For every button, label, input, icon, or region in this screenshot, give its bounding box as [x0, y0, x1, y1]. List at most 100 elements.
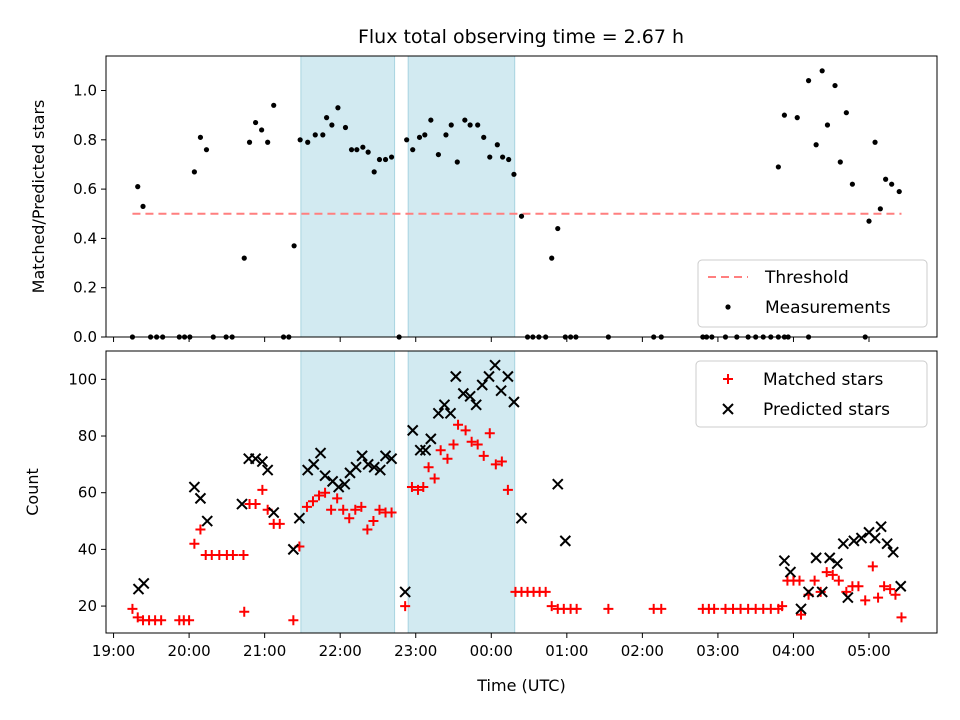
x-tick-label: 20:00 [167, 642, 210, 660]
matched-point [320, 487, 331, 498]
predicted-point [256, 455, 269, 468]
predicted-point [802, 586, 815, 598]
predicted-point [268, 506, 280, 519]
predicted-point [314, 447, 327, 459]
y-axis-label: Count [23, 468, 42, 516]
predicted-point [784, 566, 797, 578]
matched-point [314, 490, 325, 501]
y-tick-label: 0.0 [73, 328, 97, 346]
measurement-point [191, 169, 197, 175]
predicted-point [399, 586, 411, 598]
axes-frame [105, 350, 938, 634]
legend-predicted-label: Predicted stars [763, 400, 890, 420]
matched-point [442, 453, 453, 464]
predicted-point [795, 603, 807, 615]
measurement-point [832, 82, 838, 89]
axes-frame [105, 55, 938, 338]
predicted-point [508, 396, 520, 408]
measurement-point [475, 122, 481, 128]
measurement-point [135, 184, 141, 190]
measurement-point [481, 134, 487, 140]
measurement-point [371, 169, 377, 175]
predicted-point [188, 481, 201, 493]
matched-point [350, 504, 361, 515]
predicted-point [432, 407, 445, 420]
predicted-point [362, 458, 374, 471]
measurement-point [428, 117, 434, 123]
matched-point [873, 592, 884, 603]
matched-point [368, 516, 379, 527]
predicted-point [356, 450, 368, 462]
predicted-point [138, 577, 150, 590]
matched-point [307, 496, 318, 507]
matched-point [429, 473, 440, 484]
predicted-point [810, 552, 822, 564]
ratio-panel: 0.0 0.2 0.4 0.6 0.8 1.0 Matched/Predicted star… [29, 55, 938, 346]
matched-point [239, 606, 250, 617]
matched-point [344, 513, 355, 524]
measurement-point [246, 139, 253, 145]
y-tick-label: 60 [78, 484, 97, 502]
matched-point [332, 493, 343, 504]
matched-point [435, 445, 446, 456]
x-tick-label: 01:00 [545, 642, 588, 660]
matched-point [656, 603, 667, 614]
matched-point [794, 575, 805, 586]
measurement-point [382, 156, 389, 163]
measurement-point [348, 147, 355, 153]
matched-point [777, 601, 788, 612]
measurement-point [416, 134, 423, 140]
matched-point [413, 484, 424, 495]
predicted-point [236, 498, 248, 510]
matched-point [472, 439, 483, 450]
predicted-point [495, 384, 507, 397]
matched-point [496, 456, 507, 467]
measurement-point [291, 243, 297, 249]
y-tick-label: 0.6 [73, 180, 97, 198]
measurement-point [487, 154, 493, 160]
measurement-point [197, 134, 204, 140]
x-tick-label: 22:00 [319, 642, 362, 660]
matched-point [362, 524, 373, 535]
predicted-point [368, 461, 380, 473]
measurement-point [365, 149, 371, 155]
measurement-point [877, 206, 883, 212]
predicted-point [194, 492, 207, 505]
x-axis-label: Time (UTC) [476, 676, 565, 695]
matched-point [827, 569, 838, 580]
matched-point [815, 586, 826, 597]
x-tick-label: 04:00 [772, 642, 815, 660]
measurement-point [252, 119, 259, 126]
matched-point [709, 603, 720, 614]
predicted-point [502, 370, 514, 383]
predicted-point [881, 538, 893, 550]
measurement-point [335, 105, 341, 111]
x-tick-label: 02:00 [621, 642, 664, 660]
measurement-point [813, 142, 819, 148]
x-tick-label: 19:00 [92, 642, 135, 660]
predicted-point [470, 399, 482, 411]
measurement-point [849, 181, 855, 187]
matched-point [466, 436, 477, 447]
matched-point [860, 595, 871, 606]
matched-point [423, 462, 434, 473]
matched-point [257, 484, 268, 495]
predicted-point [457, 387, 470, 400]
measurement-point [883, 176, 889, 182]
matched-point [418, 482, 429, 493]
matched-point [484, 428, 495, 439]
matched-point [502, 484, 513, 495]
matched-point [238, 550, 249, 561]
observing-window-shade [300, 55, 396, 338]
x-tick-label: 05:00 [847, 642, 890, 660]
predicted-point [552, 478, 564, 490]
matched-point [156, 615, 167, 626]
predicted-point [855, 532, 868, 544]
matched-point [490, 459, 501, 470]
x-tick-label: 00:00 [470, 642, 513, 660]
measurement-point [781, 112, 787, 118]
predicted-point [848, 535, 860, 547]
matched-point [356, 501, 367, 512]
y-tick-label: 0.4 [73, 229, 97, 247]
legend-predicted-swatch [722, 403, 734, 415]
